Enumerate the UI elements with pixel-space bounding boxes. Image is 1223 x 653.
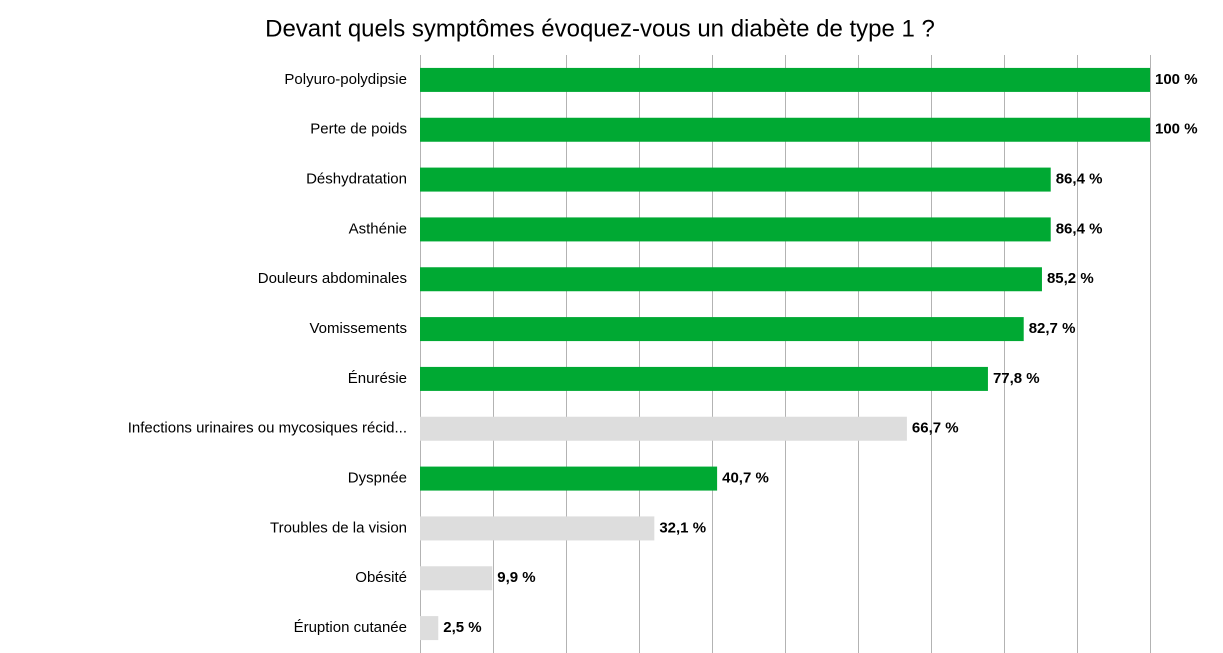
data-label: 100 % <box>1155 121 1198 138</box>
bar <box>420 616 439 641</box>
data-label: 82,7 % <box>1029 320 1076 337</box>
y-tick-label: Douleurs abdominales <box>258 270 407 287</box>
y-tick-label: Vomissements <box>309 320 407 337</box>
bar <box>420 516 655 541</box>
y-tick-label: Éruption cutanée <box>294 619 407 636</box>
y-tick-label: Troubles de la vision <box>270 519 407 536</box>
bar <box>420 67 1150 92</box>
chart-title: Devant quels symptômes évoquez-vous un d… <box>265 15 935 42</box>
data-label: 86,4 % <box>1056 220 1103 237</box>
y-tick-label: Polyuro-polydipsie <box>284 71 407 88</box>
y-tick-label: Dyspnée <box>348 470 407 487</box>
bar <box>420 317 1024 342</box>
data-label: 85,2 % <box>1047 270 1094 287</box>
bar <box>420 366 988 391</box>
data-label: 2,5 % <box>443 619 481 636</box>
y-tick-label: Obésité <box>355 569 407 586</box>
data-label: 66,7 % <box>912 420 959 437</box>
data-label: 86,4 % <box>1056 171 1103 188</box>
bar <box>420 416 907 441</box>
bar <box>420 217 1051 242</box>
y-tick-label: Déshydratation <box>306 171 407 188</box>
y-tick-label: Perte de poids <box>310 121 407 138</box>
bar <box>420 566 493 591</box>
bar <box>420 466 718 491</box>
data-label: 40,7 % <box>722 470 769 487</box>
data-label: 9,9 % <box>497 569 535 586</box>
data-label: 100 % <box>1155 71 1198 88</box>
y-tick-label: Énurésie <box>348 370 407 387</box>
bar <box>420 117 1150 142</box>
y-tick-label: Infections urinaires ou mycosiques récid… <box>128 420 407 437</box>
y-tick-label: Asthénie <box>349 220 407 237</box>
bar <box>420 267 1042 292</box>
data-label: 77,8 % <box>993 370 1040 387</box>
bar <box>420 167 1051 192</box>
data-label: 32,1 % <box>659 519 706 536</box>
